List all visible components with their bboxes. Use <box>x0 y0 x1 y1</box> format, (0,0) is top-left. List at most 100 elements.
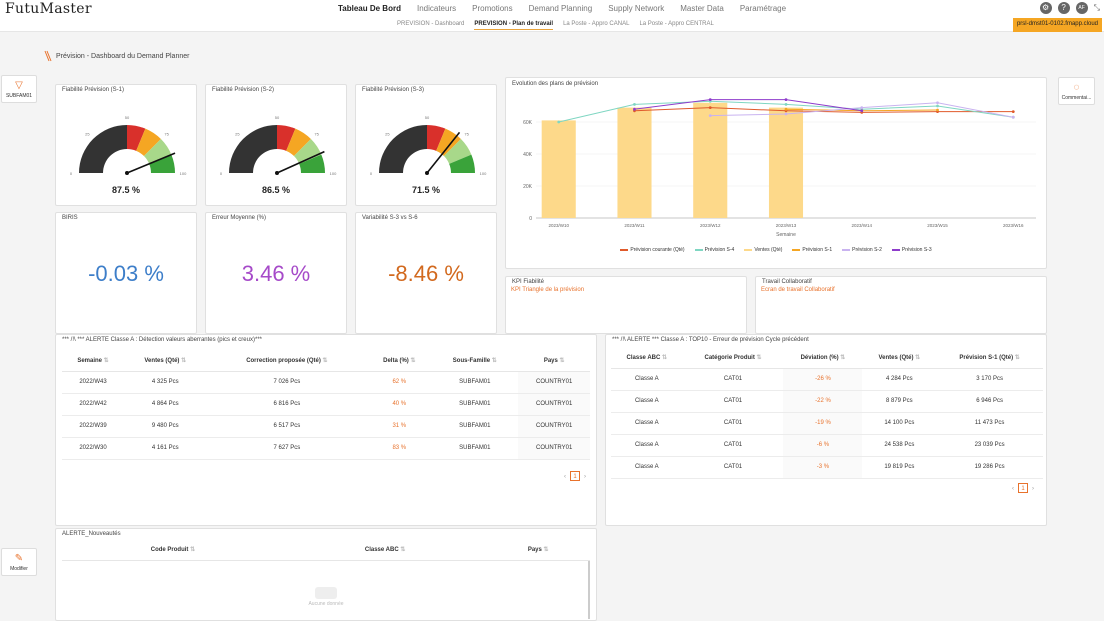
prev-page-icon[interactable]: ‹ <box>564 474 566 480</box>
column-header[interactable]: Catégorie Produit ⇅ <box>682 348 784 369</box>
data-point <box>784 112 788 116</box>
column-header[interactable]: Prévision S-1 (Qté) ⇅ <box>936 348 1043 369</box>
gauge-tick-label: 50 <box>275 115 280 120</box>
table-cell: CAT01 <box>682 434 784 457</box>
nav-item[interactable]: Supply Network <box>608 4 665 13</box>
sort-icon[interactable]: ⇅ <box>102 358 109 365</box>
table-row[interactable]: Classe A CAT01 -19 % 14 100 Pcs 11 473 Pcs <box>611 412 1043 435</box>
sub-tab[interactable]: PREVISION - Dashboard <box>397 21 465 27</box>
sort-icon[interactable]: ⇅ <box>490 358 497 365</box>
table-cell: 62 % <box>367 371 432 394</box>
column-header[interactable]: Ventes (Qté) ⇅ <box>124 351 207 372</box>
sort-icon[interactable]: ⇅ <box>838 355 846 362</box>
sort-icon[interactable]: ⇅ <box>408 358 416 365</box>
table-row[interactable]: 2022/W39 9 480 Pcs 6 517 Pcs 31 % SUBFAM01 CO… <box>62 415 590 438</box>
table-row[interactable]: Classe A CAT01 -3 % 19 819 Pcs 19 286 Pcs <box>611 456 1043 479</box>
title-marker-icon <box>44 50 52 62</box>
sort-icon[interactable]: ⇅ <box>1013 355 1020 362</box>
gauge-tick-label: 0 <box>70 171 73 176</box>
table-row[interactable]: Classe A CAT01 -26 % 4 284 Pcs 3 170 Pcs <box>611 368 1043 391</box>
table-row[interactable]: Classe A CAT01 -6 % 24 538 Pcs 23 039 Pcs <box>611 434 1043 457</box>
column-header[interactable]: Correction proposée (Qté) ⇅ <box>206 351 368 372</box>
column-header-label: Pays <box>527 547 542 554</box>
table-row[interactable]: Classe A CAT01 -22 % 8 879 Pcs 6 946 Pcs <box>611 390 1043 413</box>
column-header[interactable]: Delta (%) ⇅ <box>367 351 432 372</box>
nav-item[interactable]: Paramétrage <box>739 4 787 13</box>
prev-page-icon[interactable]: ‹ <box>1012 486 1014 492</box>
gauge-value: 71.5 % <box>411 185 441 195</box>
sort-icon[interactable]: ⇅ <box>754 355 762 362</box>
sort-icon[interactable]: ⇅ <box>541 547 549 554</box>
collaboratif-link[interactable]: Ecran de travail Collaboratif <box>761 287 835 293</box>
user-avatar[interactable]: AF <box>1075 2 1088 14</box>
column-header[interactable]: Pays ⇅ <box>518 351 590 372</box>
next-page-icon[interactable]: › <box>584 474 586 480</box>
sub-tab[interactable]: La Poste - Appro CANAL <box>563 21 630 27</box>
legend-swatch <box>792 248 801 251</box>
filter-label: SUBFAM01 <box>5 93 33 99</box>
fiabilite-link[interactable]: KPI Triangle de la prévision <box>511 287 585 293</box>
sort-icon[interactable]: ⇅ <box>179 358 187 365</box>
nav-item[interactable]: Indicateurs <box>416 4 457 13</box>
column-header[interactable]: Pays ⇅ <box>486 540 590 561</box>
legend-item[interactable]: Prévision S-4 <box>694 247 734 253</box>
column-header[interactable]: Classe ABC ⇅ <box>283 540 487 561</box>
gauge-segment <box>293 139 322 164</box>
sort-icon[interactable]: ⇅ <box>188 547 196 554</box>
edit-button[interactable]: ✎ Modifier <box>1 548 37 576</box>
legend-item[interactable]: Prévision courante (Qté) <box>620 247 685 253</box>
comment-button[interactable]: ◌ Commentai... <box>1058 77 1095 105</box>
nav-item[interactable]: Promotions <box>472 4 513 13</box>
gauge-segment <box>286 128 311 157</box>
table-cell: Classe A <box>611 390 683 413</box>
sort-icon[interactable]: ⇅ <box>913 355 921 362</box>
filter-button[interactable]: ▽ SUBFAM01 <box>1 75 37 103</box>
gauge-tick-label: 50 <box>425 115 430 120</box>
data-point <box>936 104 939 108</box>
empty-box-icon <box>315 587 337 599</box>
scrollbar[interactable] <box>588 561 590 619</box>
table-cell: 7 026 Pcs <box>206 371 368 394</box>
sort-icon[interactable]: ⇅ <box>398 547 406 554</box>
sort-icon[interactable]: ⇅ <box>557 358 565 365</box>
nav-item[interactable]: Master Data <box>680 4 724 13</box>
y-tick-label: 20K <box>523 184 533 190</box>
help-icon[interactable]: ? <box>1057 2 1070 14</box>
legend-item[interactable]: Prévision S-1 <box>792 247 832 253</box>
legend-item[interactable]: Ventes (Qté) <box>744 247 782 253</box>
collapse-icon[interactable]: ⤡ <box>1093 3 1100 12</box>
sort-icon[interactable]: ⇅ <box>320 358 328 365</box>
sort-icon[interactable]: ⇅ <box>660 355 668 362</box>
next-page-icon[interactable]: › <box>1032 486 1034 492</box>
sub-tab[interactable]: La Poste - Appro CENTRAL <box>639 21 714 27</box>
x-tick-label: 2023/W13 <box>776 223 797 228</box>
gauge-title: Fiabilité Prévision (S-3) <box>362 87 425 93</box>
table-cell: 31 % <box>367 415 432 438</box>
page-number[interactable]: 1 <box>570 471 580 481</box>
nav-item[interactable]: Demand Planning <box>528 4 593 13</box>
table-row[interactable]: 2022/W30 4 161 Pcs 7 627 Pcs 83 % SUBFAM01 CO… <box>62 437 590 460</box>
table-row[interactable]: 2022/W43 4 325 Pcs 7 026 Pcs 62 % SUBFAM01 CO… <box>62 371 590 394</box>
table-cell: 4 161 Pcs <box>124 437 207 460</box>
alert-top10-card: *** /!\ ALERTE *** Classe A : TOP10 - Er… <box>605 334 1047 526</box>
table-cell: Classe A <box>611 456 683 479</box>
page-number[interactable]: 1 <box>1018 483 1028 493</box>
sub-tab-bar: PREVISION - Dashboard PREVISION - Plan de… <box>0 18 1104 32</box>
column-header[interactable]: Code Produit ⇅ <box>62 540 284 561</box>
gauge-needle <box>276 150 325 174</box>
sub-tab[interactable]: PREVISION - Plan de travail <box>474 21 554 30</box>
settings-icon[interactable]: ⚙ <box>1039 2 1052 14</box>
column-header[interactable]: Semaine ⇅ <box>62 351 125 372</box>
data-point <box>708 98 712 101</box>
app-logo[interactable]: FutuMaster <box>5 1 92 17</box>
column-header[interactable]: Classe ABC ⇅ <box>611 348 683 369</box>
kpi-title: Erreur Moyenne (%) <box>212 215 267 221</box>
column-header[interactable]: Sous-Famille ⇅ <box>431 351 519 372</box>
legend-item[interactable]: Prévision S-2 <box>842 247 882 253</box>
legend-item[interactable]: Prévision S-3 <box>891 247 932 253</box>
column-header[interactable]: Déviation (%) ⇅ <box>783 348 863 369</box>
gauge-tick-label: 25 <box>85 131 90 136</box>
column-header[interactable]: Ventes (Qté) ⇅ <box>862 348 937 369</box>
nav-item[interactable]: Tableau De Bord <box>338 4 401 13</box>
table-row[interactable]: 2022/W42 4 864 Pcs 6 816 Pcs 40 % SUBFAM01 CO… <box>62 393 590 416</box>
